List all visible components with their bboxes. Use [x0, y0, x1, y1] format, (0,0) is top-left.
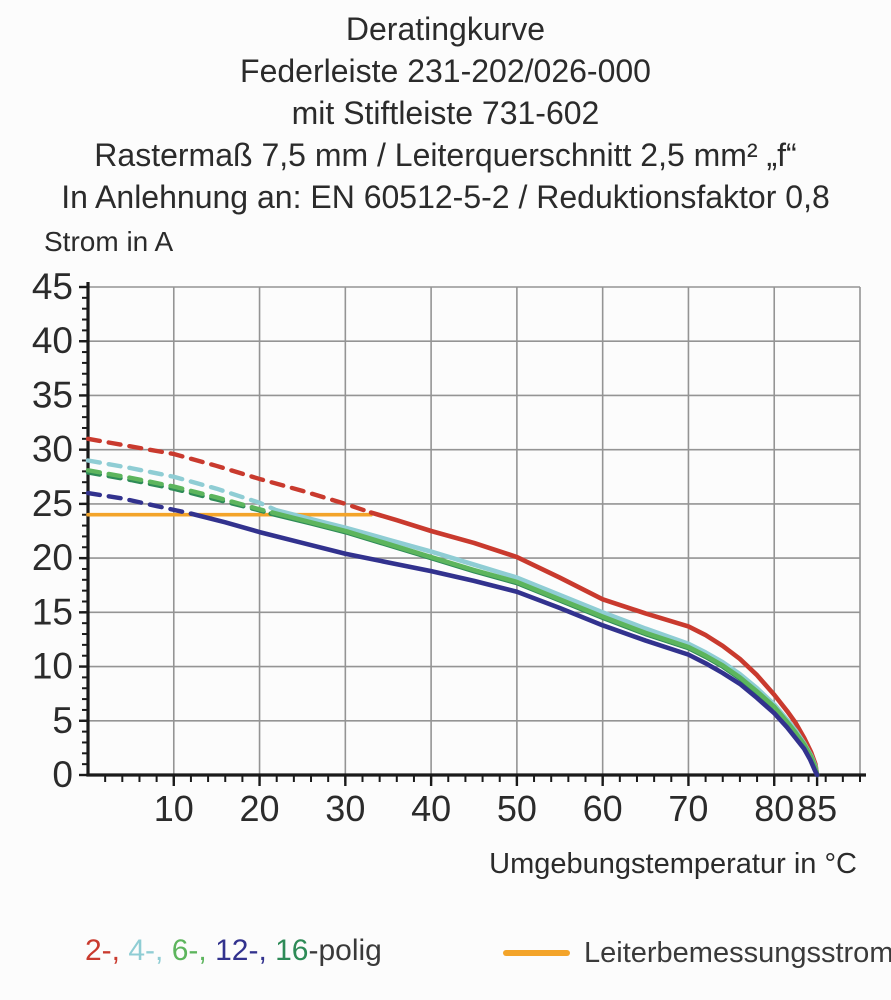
y-tick-label: 40 — [32, 320, 73, 361]
series-dashed-6-polig — [85, 468, 275, 515]
y-tick-label: 0 — [52, 754, 73, 795]
title-line-1: Deratingkurve — [345, 11, 546, 47]
legend-series-label: 2-, — [85, 934, 129, 967]
y-tick-label: 35 — [32, 374, 73, 415]
series-dashed-12-polig — [85, 490, 194, 516]
chart-title-block: Deratingkurve Federleiste 231-202/026-00… — [0, 8, 891, 218]
reference-line-label: Leiterbemessungsstrom — [584, 936, 891, 969]
legend: 2-, 4-, 6-, 12-, 16-polig Leiterbemessun… — [0, 928, 891, 978]
title-line-5: In Anlehnung an: EN 60512-5-2 / Reduktio… — [61, 179, 830, 215]
series-solid-6-polig — [270, 510, 820, 778]
title-line-3: mit Stiftleiste 731-602 — [291, 95, 600, 131]
y-axis-title: Strom in A — [44, 226, 174, 257]
x-tick-label: 40 — [411, 788, 451, 829]
legend-reference: Leiterbemessungsstrom — [503, 928, 891, 978]
x-tick-label: 10 — [154, 788, 194, 829]
y-tick-label: 20 — [32, 537, 73, 578]
x-tick-label: 20 — [240, 788, 280, 829]
legend-series-label: 12-, — [215, 934, 276, 967]
y-tick-label: 45 — [32, 266, 73, 307]
reference-line-swatch — [503, 950, 570, 956]
y-tick-label: 15 — [32, 591, 73, 632]
legend-series-labels: 2-, 4-, 6-, 12-, 16-polig — [85, 934, 382, 968]
y-tick-label: 5 — [52, 700, 73, 741]
y-tick-label: 25 — [32, 483, 73, 524]
legend-series-label: 6-, — [171, 934, 216, 967]
series-solid-12-polig — [188, 511, 820, 778]
x-tick-label: 70 — [668, 788, 708, 829]
x-tick-label: 60 — [583, 788, 623, 829]
y-tick-label: 30 — [32, 429, 73, 470]
legend-series-label: 16 — [275, 934, 309, 967]
series-dashed-4-polig — [85, 458, 279, 513]
title-line-4: Rastermaß 7,5 mm / Leiterquerschnitt 2,5… — [94, 137, 797, 173]
y-tick-label: 10 — [32, 646, 73, 687]
title-line-2: Federleiste 231-202/026-000 — [240, 53, 651, 89]
series-solid-2-polig — [368, 510, 820, 778]
legend-series-label: -polig — [308, 934, 382, 967]
series-solid-16-polig — [268, 511, 820, 778]
series-solid-4-polig — [274, 508, 820, 778]
x-tick-label: 30 — [325, 788, 365, 829]
series-dashed-2-polig — [85, 436, 374, 515]
x-tick-label: 80 — [754, 788, 794, 829]
legend-series-label: 4-, — [128, 934, 172, 967]
x-tick-label: 85 — [797, 788, 837, 829]
derating-chart: 10 20 30 40 50 60 70 80 85 0 5 10 15 20 25 30 35 40 45 — [32, 266, 866, 829]
x-tick-label: 50 — [497, 788, 537, 829]
x-axis-title: Umgebungstemperatur in °C — [489, 848, 857, 880]
